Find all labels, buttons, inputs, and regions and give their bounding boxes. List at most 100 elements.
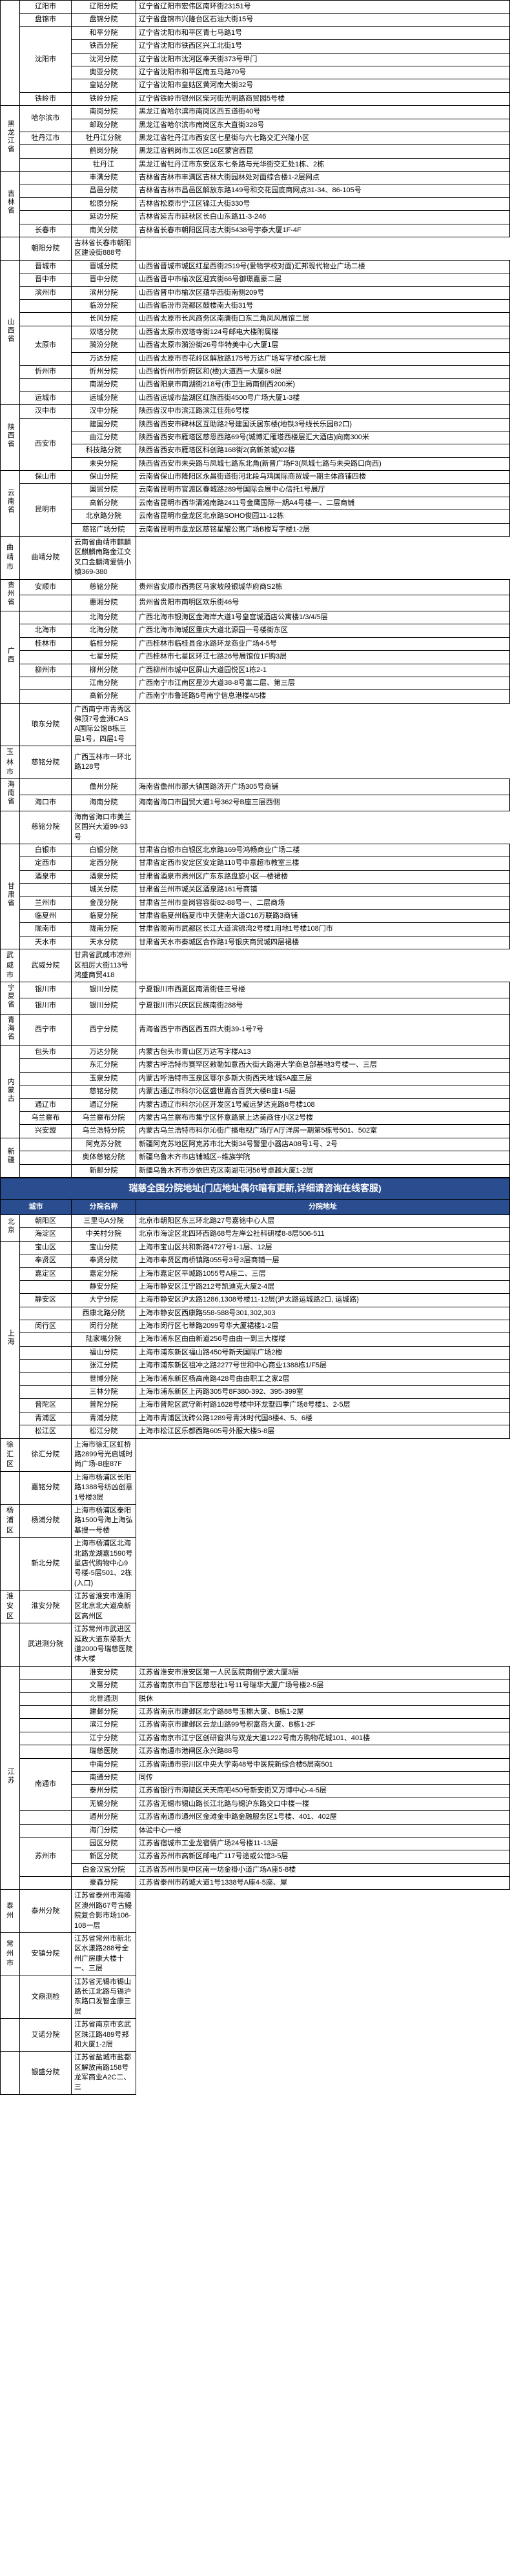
address-label: 吉林省延吉市延秋区长白山东路11-3-246 bbox=[136, 211, 510, 224]
branch-label: 南通分院 bbox=[72, 1771, 136, 1784]
address-label: 山西省晋中市榆次区迎宾街66号御璟嘉豪二层 bbox=[136, 273, 510, 286]
branch-label: 中南分院 bbox=[72, 1758, 136, 1771]
branch-label: 西宁分院 bbox=[72, 1014, 136, 1045]
table-row: 牡丹江黑龙江省牡丹江市东安区东七条路与光华街交汇处1栋、2栋 bbox=[1, 158, 510, 171]
address-label: 黑龙江省鹤岗市工农区16区蒙宫西昆 bbox=[136, 145, 510, 158]
address-label: 陕西省西安市雁塔区慈恩西路69号(城博汇雁塔西楼层汇大酒店)向南300米 bbox=[136, 431, 510, 444]
address-label: 江苏省南通市通州区金滩金申路金融服务区1号楼、401、402屋 bbox=[136, 1811, 510, 1824]
city-label bbox=[20, 1138, 72, 1151]
branch-label: 科技路分院 bbox=[72, 444, 136, 457]
address-label: 内蒙古呼浩特市玉泉区鄂尔多斯大街西天地'城5A座三层 bbox=[136, 1072, 510, 1085]
branch-label: 慈铭分院 bbox=[20, 746, 72, 779]
address-label: 辽宁省辽阳市宏伟区南环街23151号 bbox=[136, 1, 510, 14]
address-label: 广西玉林市一环北路128号 bbox=[72, 746, 136, 779]
branch-label: 瑞慈医院 bbox=[72, 1745, 136, 1758]
branch-label: 中关村分院 bbox=[72, 1228, 136, 1241]
city-label: 淮安区 bbox=[1, 1590, 20, 1623]
branch-label: 北世通测 bbox=[72, 1692, 136, 1705]
branch-label: 漪汾分院 bbox=[72, 339, 136, 352]
branch-label: 青浦分院 bbox=[72, 1412, 136, 1425]
city-label: 朝阳区 bbox=[20, 1214, 72, 1227]
address-label: 内蒙古通辽市科尔沁区盛世嘉合百货大楼B座1-5层 bbox=[136, 1085, 510, 1098]
branch-label: 琅东分院 bbox=[20, 703, 72, 746]
branch-label: 双塔分院 bbox=[72, 326, 136, 339]
address-label: 脱休 bbox=[136, 1692, 510, 1705]
branch-label: 曲靖分院 bbox=[20, 537, 72, 580]
city-label bbox=[20, 172, 72, 184]
table-row: 慈铭分院海南省海口市美兰区国兴大道99-93号 bbox=[1, 811, 510, 844]
table-row: 高新分院广西南宁市鲁班路5号南宁信息港楼4/5楼 bbox=[1, 690, 510, 703]
address-label: 上海市杨浦区长阳路1388号纺凶创意1号楼3层 bbox=[72, 1471, 136, 1504]
branch-label: 陆家嘴分院 bbox=[72, 1333, 136, 1346]
address-label: 辽宁省沈阳市和平区青七马路1号 bbox=[136, 26, 510, 39]
table-row: 铁西分院辽宁省沈阳市铁西区兴工北街1号 bbox=[1, 40, 510, 53]
table-row: 银盛分院江苏省盐城市盐都区解放南路158号龙军商业A2C二、三 bbox=[1, 2052, 510, 2095]
city-label bbox=[20, 1666, 72, 1679]
address-label: 云南省保山市隆阳区永昌街道街河北段乌鸡国际商贸城一期主体商铺四楼 bbox=[136, 471, 510, 484]
address-label: 江苏省银行市海陵区天天商吧450号新安街又万博中心-4-5层 bbox=[136, 1785, 510, 1798]
branch-label: 慈铭分院 bbox=[72, 1085, 136, 1098]
province-label: 吉林省 bbox=[5, 190, 15, 215]
table-row: 世博分院上海市浦东新区杨高南路428号由由职工之家2层 bbox=[1, 1372, 510, 1385]
table-row: 滨江分院江苏省南京市建邺区云龙山路99号积富商大厦、B栋1-2F bbox=[1, 1719, 510, 1732]
city-label bbox=[20, 611, 72, 624]
branch-label: 邮政分院 bbox=[72, 119, 136, 132]
table-row: 苏州市园区分院江苏省宿城市工业龙宿倩广场24号楼11-13层 bbox=[1, 1837, 510, 1850]
branch-label: 慈铭广场分院 bbox=[72, 523, 136, 536]
branch-label: 杨浦分院 bbox=[20, 1504, 72, 1537]
city-label: 安顺市 bbox=[20, 579, 72, 595]
branches-table-1: 辽阳市辽阳分院辽宁省辽阳市宏伟区南环街23151号盘锦市盘锦分院辽宁省盘锦市兴隆… bbox=[0, 0, 510, 1178]
city-label: 西宁市 bbox=[20, 1014, 72, 1045]
table-row: 昌邑分院吉林省吉林市昌邑区解放东路149号和交花园底商网点31-34、86-10… bbox=[1, 184, 510, 197]
city-label bbox=[20, 779, 72, 795]
city-label bbox=[1, 2019, 20, 2052]
table-row: 柳州市柳州分院广西柳州市城中区屏山大道园悦区1栋2-1 bbox=[1, 664, 510, 677]
branch-label: 酒泉分院 bbox=[72, 870, 136, 883]
table-row: 牡丹江市牡丹江分院黑龙江省牡丹江市西安区七星街与六七路交汇兴隆小区 bbox=[1, 132, 510, 144]
table-row: 闵行区闵行分院上海市闵行区七莘路2099号华大厦裙楼1-2层 bbox=[1, 1320, 510, 1333]
address-label: 辽宁省沈阳市皇姑区黄河南大街32号 bbox=[136, 79, 510, 92]
province-label: 山西省 bbox=[5, 318, 15, 343]
table-row: 皇姑分院辽宁省沈阳市皇姑区黄河南大街32号 bbox=[1, 79, 510, 92]
city-label bbox=[20, 1877, 72, 1890]
table-row: 新区分院江苏省苏州市高新区邮电广117号途或公馆3-5层 bbox=[1, 1850, 510, 1863]
table-row: 未央分院陕西省西安市未央路与凤城七路东北角(新晋广场F3(凤城七路与未央路口向西… bbox=[1, 457, 510, 470]
branch-label: 未央分院 bbox=[72, 457, 136, 470]
branch-label: 泰州分院 bbox=[20, 1890, 72, 1933]
table-row: 惠湘分院贵州省贵阳市南明区欢乐街46号 bbox=[1, 595, 510, 611]
address-label: 江苏省苏州市高新区邮电广117号途或公馆3-5层 bbox=[136, 1850, 510, 1863]
branch-label: 万达分院 bbox=[72, 352, 136, 365]
city-label bbox=[1, 237, 20, 261]
branch-label: 通辽分院 bbox=[72, 1098, 136, 1111]
address-label: 甘肃省天水市秦城区合作路1号银庆商贸城四层裙楼 bbox=[136, 936, 510, 949]
province-label: 贵州省 bbox=[5, 581, 15, 606]
address-label: 广西北海市银海区金海岸大道1号皇宫城酒店公寓楼1/3/4/5层 bbox=[136, 611, 510, 624]
branch-label: 嘉铭分院 bbox=[20, 1471, 72, 1504]
branch-label: 海门分院 bbox=[72, 1824, 136, 1837]
table-row: 文蒂分院江苏省南京市白下区慈悲社1号11号瑞华大厦广场号楼2-5层 bbox=[1, 1679, 510, 1692]
city-label bbox=[20, 299, 72, 312]
city-label: 桂林市 bbox=[20, 637, 72, 650]
city-label: 宝山区 bbox=[20, 1241, 72, 1254]
city-label: 兴安盟 bbox=[20, 1125, 72, 1138]
address-label: 广西桂林市七星区环江七路26号展馆位1F购3层 bbox=[136, 651, 510, 664]
table-row: 静安分院上海市静安区江宁路212号凯迪克大厦2-4层 bbox=[1, 1280, 510, 1293]
city-label: 汉中市 bbox=[20, 405, 72, 418]
branch-label: 银川分院 bbox=[72, 998, 136, 1014]
table-row: 青海省西宁市西宁分院青海省西宁市西区西五四大街39-1号7号 bbox=[1, 1014, 510, 1045]
city-label bbox=[20, 884, 72, 897]
branch-label: 万达分院 bbox=[72, 1046, 136, 1059]
address-label: 江苏省南京市白下区慈悲社1号11号瑞华大厦广场号楼2-5层 bbox=[136, 1679, 510, 1692]
table-row: 酒泉市酒泉分院甘肃省酒泉市肃州区广东东路盘旋小区—楼裙楼 bbox=[1, 870, 510, 883]
table-row: 太原市双塔分院山西省太原市双塔寺街124号邮电大楼附属楼 bbox=[1, 326, 510, 339]
province-label: 上海 bbox=[5, 1329, 15, 1346]
table-row: 海淀区中关村分院北京市海淀区北四环西路68号左岸公社科研楼8-8层506-511 bbox=[1, 1228, 510, 1241]
city-label: 铁岭市 bbox=[20, 92, 72, 105]
table-row: 银川市银川分院宁夏银川市兴庆区民族南街288号 bbox=[1, 998, 510, 1014]
address-label: 体验中心一楼 bbox=[136, 1824, 510, 1837]
address-label: 贵州省安顺市西秀区马家坡段银城华府商S2栋 bbox=[136, 579, 510, 595]
address-label: 山西省晋中市榆次区蕴华西街南侧209号 bbox=[136, 286, 510, 299]
branch-label: 慈铭分院 bbox=[72, 579, 136, 595]
address-label: 山西省忻州市忻府区和(楼)大道西一大厦8-9层 bbox=[136, 365, 510, 378]
city-label: 盘锦市 bbox=[20, 14, 72, 26]
